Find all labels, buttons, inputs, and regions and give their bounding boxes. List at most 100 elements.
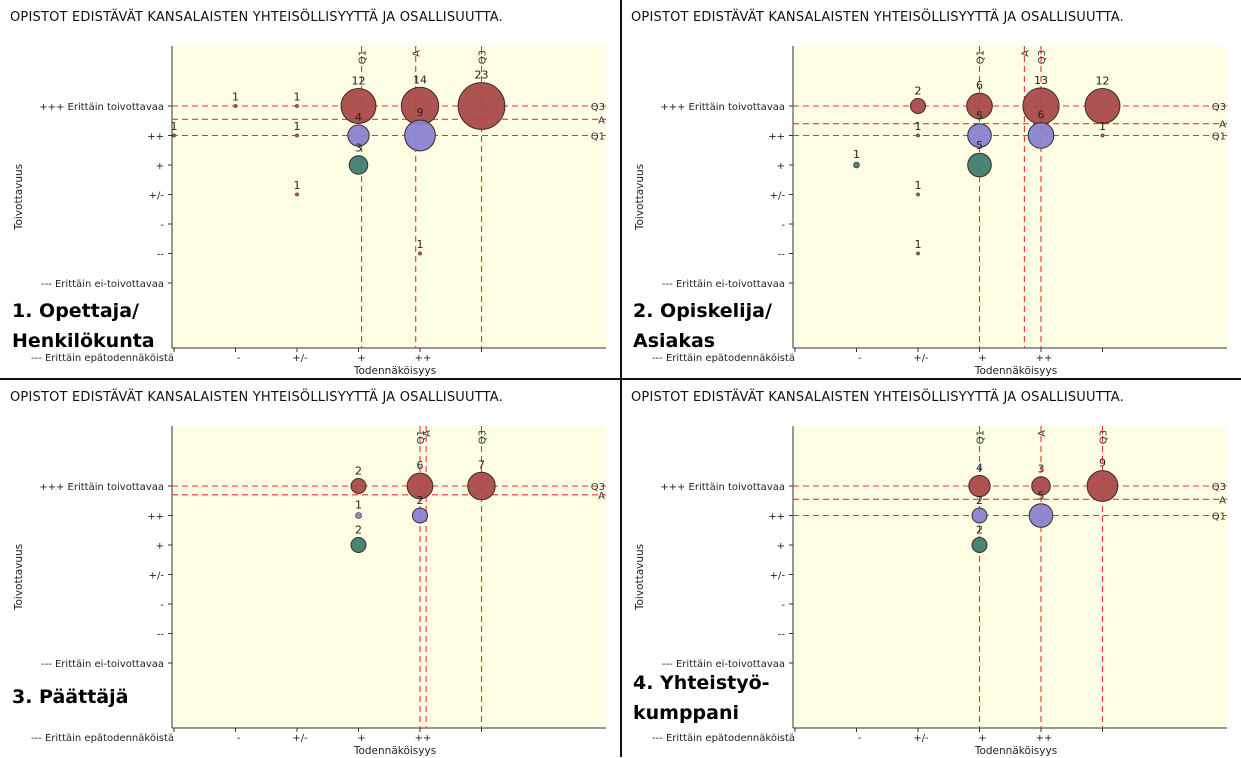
v-guide-label: Q1 xyxy=(976,50,987,64)
chart-panel-3: +++ Erittäin toivottavaa ++ + +/- - -- --- Eri… xyxy=(0,380,620,758)
y-tick-label: - xyxy=(160,600,164,611)
data-bubble xyxy=(295,104,299,108)
y-tick-label: --- Erittäin ei-toivottavaa xyxy=(41,279,164,290)
x-tick-label: +/- xyxy=(292,353,308,364)
y-tick-label: +++ Erittäin toivottavaa xyxy=(39,102,164,113)
plot-area xyxy=(793,46,1227,348)
y-tick-label: - xyxy=(781,220,785,231)
y-axis-title: Toivottavuus xyxy=(13,544,25,611)
bubble-count-label: 14 xyxy=(413,73,427,86)
x-tick-label: ++ xyxy=(1036,353,1053,364)
bubble-count-label: 2 xyxy=(355,465,362,478)
chart-panel-2: +++ Erittäin toivottavaa ++ + +/- - -- --- Eri… xyxy=(621,0,1241,378)
x-tick-label: + xyxy=(978,733,986,744)
y-tick-label: + xyxy=(777,541,785,552)
v-guide-label: Q3 xyxy=(1037,50,1048,64)
data-bubble xyxy=(418,251,422,256)
data-bubble xyxy=(1027,122,1055,149)
y-tick-label: --- Erittäin ei-toivottavaa xyxy=(662,279,785,290)
x-tick-label: +/- xyxy=(292,733,308,744)
y-axis-title: Toivottavuus xyxy=(634,544,646,611)
y-axis-title: Toivottavuus xyxy=(634,164,646,231)
data-bubble xyxy=(350,537,367,553)
bubble-count-label: 6 xyxy=(417,459,424,472)
h-guide-label: Q1 xyxy=(591,132,605,143)
x-tick-label: --- Erittäin epätodennäköistä xyxy=(652,353,795,364)
y-tick-label: +/- xyxy=(770,191,786,202)
x-tick-label: + xyxy=(978,353,986,364)
v-guide-label: A xyxy=(422,430,433,437)
data-bubble xyxy=(1028,503,1054,528)
chart-title-2: OPISTOT EDISTÄVÄT KANSALAISTEN YHTEISÖLL… xyxy=(631,10,1124,25)
bubble-count-label: 1 xyxy=(294,120,301,133)
panel-label-3-line1: 3. Päättäjä xyxy=(10,686,131,708)
bubble-count-label: 4 xyxy=(976,461,983,474)
bubble-count-label: 13 xyxy=(1034,74,1048,87)
x-tick-label: +/- xyxy=(913,353,929,364)
h-guide-label: Q3 xyxy=(1212,482,1226,493)
data-bubble xyxy=(347,124,370,147)
chart-panel-4: +++ Erittäin toivottavaa ++ + +/- - -- --- Eri… xyxy=(621,380,1241,758)
data-bubble xyxy=(1031,476,1051,496)
plot-area xyxy=(172,426,606,728)
bubble-count-label: 7 xyxy=(478,458,485,471)
x-tick-label: - xyxy=(858,733,862,744)
bubble-count-label: 3 xyxy=(1038,463,1045,476)
v-guide-label: Q1 xyxy=(976,430,987,444)
v-guide-label: A xyxy=(412,50,423,57)
chart-panel-1: +++ Erittäin toivottavaa ++ + +/- - -- --- Eri… xyxy=(0,0,620,378)
y-tick-label: +++ Erittäin toivottavaa xyxy=(660,482,785,493)
bubble-count-label: 9 xyxy=(1099,457,1106,470)
bubble-count-label: 1 xyxy=(853,148,860,161)
data-bubble xyxy=(967,152,992,178)
v-guide-label: Q3 xyxy=(478,430,489,444)
y-tick-label: +++ Erittäin toivottavaa xyxy=(39,482,164,493)
chart-title-1: OPISTOT EDISTÄVÄT KANSALAISTEN YHTEISÖLL… xyxy=(10,10,503,25)
data-bubble xyxy=(233,104,238,108)
y-tick-label: -- xyxy=(778,630,786,641)
panel-label-1-line1: 1. Opettaja/ xyxy=(10,300,141,322)
bubble-count-label: 12 xyxy=(1096,75,1110,88)
data-bubble xyxy=(295,133,299,138)
data-bubble xyxy=(1084,88,1121,124)
x-axis-title: Todennäköisyys xyxy=(353,745,436,757)
bubble-count-label: 9 xyxy=(417,106,424,119)
x-tick-label: - xyxy=(858,353,862,364)
y-tick-label: + xyxy=(156,541,164,552)
chart-svg-3: +++ Erittäin toivottavaa++++/------- Eri… xyxy=(13,426,606,757)
panel-label-4-line1: 4. Yhteistyö- xyxy=(631,672,772,694)
h-guide-label: Q3 xyxy=(1212,102,1226,113)
y-tick-label: -- xyxy=(157,630,165,641)
y-tick-label: - xyxy=(160,220,164,231)
bubble-count-label: 2 xyxy=(976,524,983,537)
data-bubble xyxy=(1100,133,1105,138)
data-bubble xyxy=(967,123,992,148)
x-tick-label: - xyxy=(237,733,241,744)
bubble-count-label: 2 xyxy=(976,494,983,507)
chart-title-4: OPISTOT EDISTÄVÄT KANSALAISTEN YHTEISÖLL… xyxy=(631,390,1124,405)
y-tick-label: ++ xyxy=(147,132,164,143)
bubble-count-label: 5 xyxy=(1038,490,1045,503)
x-axis-title: Todennäköisyys xyxy=(974,365,1057,377)
bubble-count-label: 3 xyxy=(355,142,362,155)
h-guide-label: Q3 xyxy=(591,102,605,113)
data-bubble xyxy=(853,161,860,169)
y-axis-title: Toivottavuus xyxy=(13,164,25,231)
x-tick-label: + xyxy=(357,353,365,364)
y-tick-label: + xyxy=(156,161,164,172)
h-guide-label: A xyxy=(598,491,605,502)
bubble-count-label: 1 xyxy=(417,238,424,251)
bubble-count-label: 1 xyxy=(915,179,922,192)
h-guide-label: A xyxy=(1219,495,1226,506)
v-guide-label: Q3 xyxy=(478,50,489,64)
h-guide-label: A xyxy=(1219,120,1226,131)
data-bubble xyxy=(348,155,369,175)
bubble-count-label: 1 xyxy=(294,179,301,192)
panel-label-3: 3. Päättäjä xyxy=(10,682,131,712)
h-guide-label: Q3 xyxy=(591,482,605,493)
bubble-count-label: 1 xyxy=(294,90,301,103)
panel-label-4: 4. Yhteistyö- kumppani xyxy=(631,668,772,728)
bubble-count-label: 1 xyxy=(355,499,362,512)
y-tick-label: -- xyxy=(157,250,165,261)
panel-label-2: 2. Opiskelija/ Asiakas xyxy=(631,296,774,356)
